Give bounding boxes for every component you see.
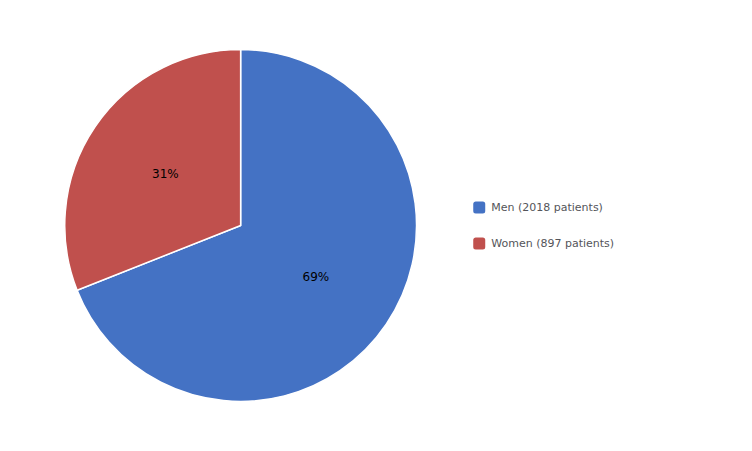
svg-text:Men (2018 patients): Men (2018 patients) bbox=[491, 201, 603, 214]
svg-text:31%: 31% bbox=[152, 167, 179, 181]
svg-text:Women (897 patients): Women (897 patients) bbox=[491, 237, 614, 250]
svg-text:69%: 69% bbox=[303, 270, 330, 284]
